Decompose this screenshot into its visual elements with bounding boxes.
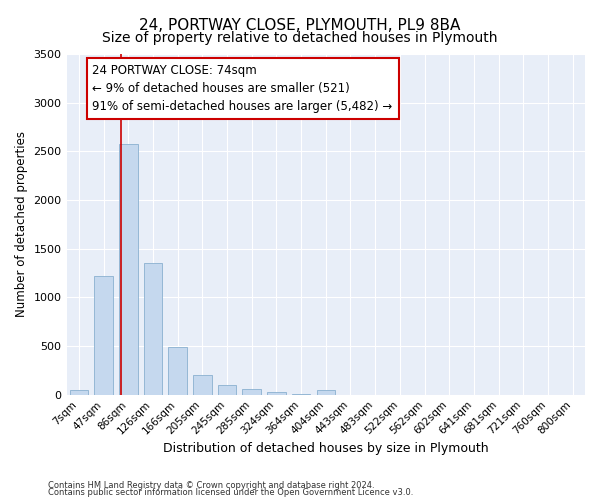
Text: Size of property relative to detached houses in Plymouth: Size of property relative to detached ho… [102, 31, 498, 45]
Text: 24 PORTWAY CLOSE: 74sqm
← 9% of detached houses are smaller (521)
91% of semi-de: 24 PORTWAY CLOSE: 74sqm ← 9% of detached… [92, 64, 393, 112]
Bar [218, 384, 236, 394]
Bar [169, 347, 187, 395]
Bar [267, 392, 286, 394]
Text: Contains HM Land Registry data © Crown copyright and database right 2024.: Contains HM Land Registry data © Crown c… [48, 480, 374, 490]
X-axis label: Distribution of detached houses by size in Plymouth: Distribution of detached houses by size … [163, 442, 488, 455]
Bar [119, 144, 137, 394]
Y-axis label: Number of detached properties: Number of detached properties [15, 132, 28, 318]
Bar [317, 390, 335, 394]
Bar [70, 390, 88, 394]
Text: Contains public sector information licensed under the Open Government Licence v3: Contains public sector information licen… [48, 488, 413, 497]
Bar [143, 264, 162, 394]
Bar [193, 376, 212, 394]
Text: 24, PORTWAY CLOSE, PLYMOUTH, PL9 8BA: 24, PORTWAY CLOSE, PLYMOUTH, PL9 8BA [139, 18, 461, 32]
Bar [242, 390, 261, 394]
Bar [94, 276, 113, 394]
